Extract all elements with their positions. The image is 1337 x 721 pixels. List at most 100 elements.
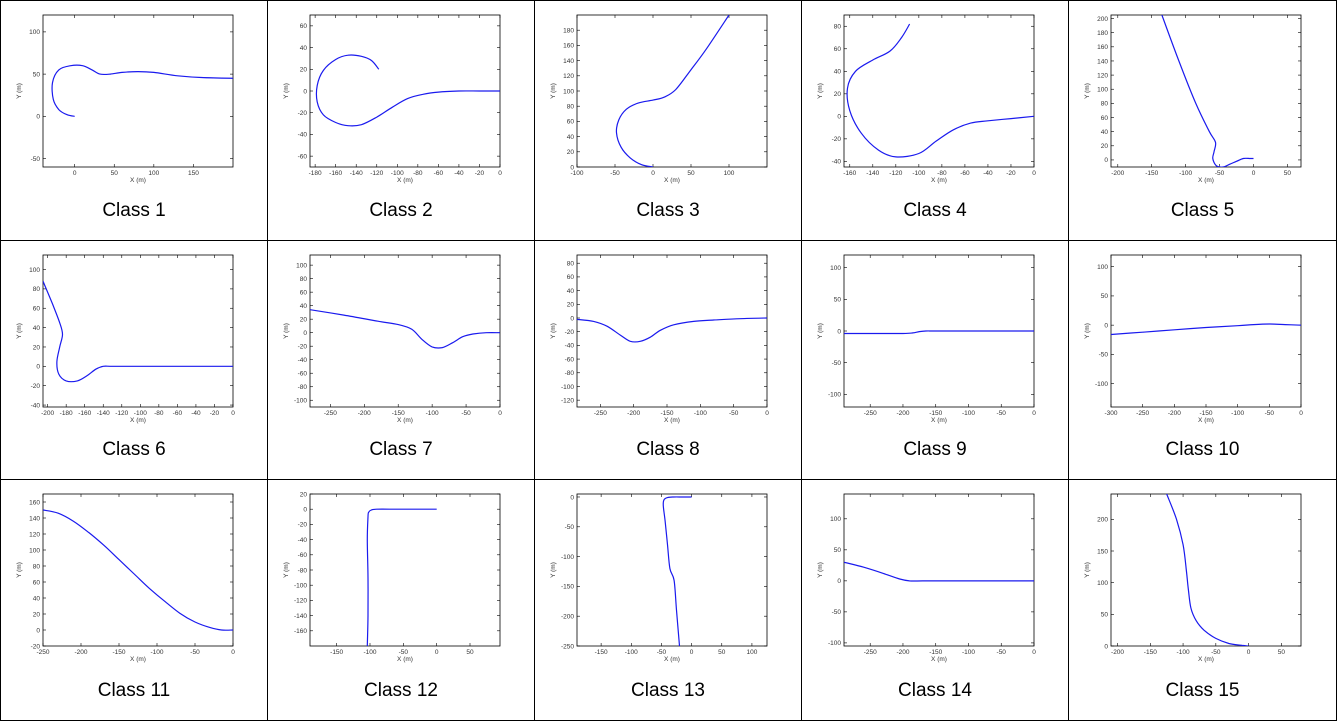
x-tick-label: -200 bbox=[41, 410, 54, 417]
x-tick-label: 0 bbox=[1032, 410, 1036, 417]
x-tick-label: -300 bbox=[1104, 410, 1117, 417]
class-caption: Class 4 bbox=[903, 199, 967, 221]
x-tick-label: -100 bbox=[570, 170, 583, 177]
y-tick-label: 60 bbox=[300, 289, 308, 296]
y-tick-label: -20 bbox=[31, 644, 41, 651]
plot-2: -180 -160 -140 -120 -100 -80 -60 -40 -20 0 -60 -40 -… bbox=[283, 14, 502, 184]
trajectory-line bbox=[577, 317, 767, 343]
x-tick-label: 0 bbox=[231, 649, 235, 656]
chart-cell-1: 0 50 100 150 -50 0 50 100 X (m) Y (m) Class 1 bbox=[1, 1, 268, 241]
x-tick-label: -150 bbox=[929, 410, 942, 417]
y-tick-label: 100 bbox=[563, 88, 574, 95]
x-tick-label: -250 bbox=[1136, 410, 1149, 417]
x-tick-label: 100 bbox=[724, 170, 735, 177]
x-tick-label: -50 bbox=[190, 649, 200, 656]
y-tick-label: -60 bbox=[298, 552, 308, 559]
x-tick-label: -100 bbox=[962, 649, 975, 656]
x-tick-label: 0 bbox=[1299, 410, 1303, 417]
y-tick-label: 120 bbox=[563, 73, 574, 80]
chart-cell-12: -150 -100 -50 0 50 -160 -140 -120 -100 -80 -60 -40 -… bbox=[268, 480, 535, 720]
y-tick-label: -100 bbox=[561, 554, 574, 561]
x-tick-label: 0 bbox=[690, 649, 694, 656]
y-tick-label: 80 bbox=[567, 260, 575, 267]
x-tick-label: -120 bbox=[370, 170, 383, 177]
y-tick-label: 20 bbox=[33, 344, 41, 351]
plot-5: -200 -150 -100 -50 0 50 0 20 40 60 80 100 120 140 160 1… bbox=[1084, 14, 1302, 184]
x-tick-label: -160 bbox=[329, 170, 342, 177]
x-tick-label: 150 bbox=[188, 170, 199, 177]
x-tick-label: -150 bbox=[330, 649, 343, 656]
y-tick-label: 0 bbox=[1104, 644, 1108, 651]
y-tick-label: -80 bbox=[298, 568, 308, 575]
plot-10: -300 -250 -200 -150 -100 -50 0 -100 -50 0 50 100 X (… bbox=[1084, 254, 1303, 424]
x-axis-label: X (m) bbox=[931, 417, 947, 424]
x-tick-label: -150 bbox=[112, 649, 125, 656]
x-tick-label: -40 bbox=[454, 170, 464, 177]
trajectory-line bbox=[1111, 323, 1301, 335]
plot-frame bbox=[42, 14, 234, 168]
y-tick-label: 0 bbox=[1104, 157, 1108, 164]
y-axis-label: Y (m) bbox=[817, 323, 824, 339]
x-tick-label: 0 bbox=[1247, 649, 1251, 656]
x-tick-label: 50 bbox=[466, 649, 474, 656]
x-tick-label: -80 bbox=[413, 170, 423, 177]
y-tick-label: 100 bbox=[29, 548, 40, 555]
plot-frame bbox=[576, 493, 768, 647]
y-axis-label: Y (m) bbox=[550, 323, 557, 339]
x-tick-label: 0 bbox=[73, 170, 77, 177]
y-axis-label: Y (m) bbox=[283, 323, 290, 339]
y-tick-label: 0 bbox=[36, 363, 40, 370]
chart-cell-6: -200 -180 -160 -140 -120 -100 -80 -60 -40 -20 0 -40… bbox=[1, 240, 268, 481]
x-axis-label: X (m) bbox=[1198, 656, 1214, 663]
x-tick-label: -150 bbox=[1144, 649, 1157, 656]
x-tick-label: -60 bbox=[960, 170, 970, 177]
x-tick-label: -100 bbox=[1231, 410, 1244, 417]
x-tick-label: 50 bbox=[1278, 649, 1286, 656]
x-tick-label: -250 bbox=[864, 649, 877, 656]
trajectory-line bbox=[844, 561, 1034, 582]
class-caption: Class 12 bbox=[364, 680, 438, 701]
plot-frame bbox=[309, 493, 501, 647]
x-tick-label: -160 bbox=[78, 410, 91, 417]
x-tick-label: 50 bbox=[1284, 170, 1292, 177]
chart-cell-2: -180 -160 -140 -120 -100 -80 -60 -40 -20 0 -60 -40 -… bbox=[268, 1, 535, 241]
trajectory-line bbox=[366, 508, 437, 647]
x-tick-label: -160 bbox=[843, 170, 856, 177]
x-tick-label: -150 bbox=[1199, 410, 1212, 417]
y-tick-label: 40 bbox=[33, 325, 41, 332]
plot-frame bbox=[42, 254, 234, 408]
trajectory-line bbox=[662, 496, 692, 647]
x-tick-label: -250 bbox=[594, 410, 607, 417]
x-tick-label: -250 bbox=[864, 410, 877, 417]
y-tick-label: -60 bbox=[565, 356, 575, 363]
x-tick-label: -40 bbox=[191, 410, 201, 417]
plot-frame bbox=[843, 493, 1035, 647]
y-tick-label: 100 bbox=[830, 516, 841, 523]
x-tick-label: -100 bbox=[391, 170, 404, 177]
x-tick-label: 0 bbox=[765, 410, 769, 417]
y-tick-label: 20 bbox=[567, 301, 575, 308]
y-tick-label: 40 bbox=[567, 288, 575, 295]
y-tick-label: -50 bbox=[832, 360, 842, 367]
x-tick-label: -200 bbox=[896, 410, 909, 417]
y-tick-label: 60 bbox=[33, 580, 41, 587]
x-tick-label: -50 bbox=[461, 410, 471, 417]
chart-cell-11: -250 -200 -150 -100 -50 0 -20 0 20 40 60 80 100 120 14… bbox=[1, 480, 268, 720]
chart-cell-8: -250 -200 -150 -100 -50 0 -120 -100 -80 -60 -40 -20… bbox=[535, 240, 802, 481]
plot-9: -250 -200 -150 -100 -50 0 -100 -50 0 50 100 X (m) Y … bbox=[817, 254, 1036, 424]
y-tick-label: -40 bbox=[31, 402, 41, 409]
chart-cell-13: -150 -100 -50 0 50 100 -250 -200 -150 -100 -50 0 X (… bbox=[535, 480, 802, 720]
class-caption: Class 15 bbox=[1165, 680, 1240, 701]
x-tick-label: -40 bbox=[983, 170, 993, 177]
y-tick-label: 140 bbox=[1097, 58, 1108, 65]
x-tick-label: -100 bbox=[1179, 170, 1192, 177]
plot-frame bbox=[42, 493, 234, 647]
class-caption: Class 5 bbox=[1170, 199, 1235, 221]
x-tick-label: -20 bbox=[475, 170, 485, 177]
y-tick-label: 20 bbox=[567, 149, 575, 156]
plot-7: -250 -200 -150 -100 -50 0-100-80-60-40-200204… bbox=[283, 254, 502, 424]
y-tick-label: 20 bbox=[300, 492, 308, 499]
y-tick-label: -250 bbox=[561, 644, 574, 651]
y-axis-label: Y (m) bbox=[817, 83, 824, 99]
